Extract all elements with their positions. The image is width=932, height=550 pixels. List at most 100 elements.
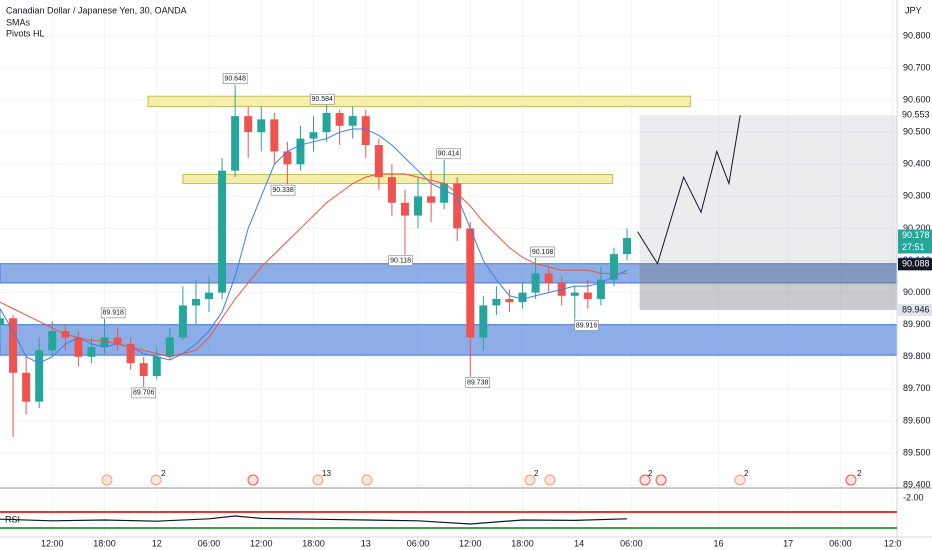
- y-tick-label: 90.700: [903, 62, 931, 72]
- candle-body: [492, 299, 501, 306]
- candle-body: [257, 119, 266, 133]
- candle-body: [0, 318, 4, 325]
- y-tick-label: 89.500: [903, 447, 931, 457]
- candle-body: [87, 347, 96, 357]
- pivot-label: 89.916: [576, 322, 598, 329]
- candle-body: [400, 202, 409, 216]
- candle-body: [335, 112, 344, 126]
- pivot-label: 90.118: [390, 258, 411, 265]
- pivot-label: 89.918: [103, 310, 125, 317]
- event-icon[interactable]: [655, 474, 667, 486]
- pivot-label: 90.414: [438, 151, 460, 158]
- event-icon[interactable]: [639, 474, 651, 486]
- x-tick-label: 18:00: [302, 538, 325, 548]
- y-tick-label: 89.800: [903, 351, 931, 361]
- price-label: 89.946: [902, 304, 930, 314]
- candle-body: [570, 292, 579, 296]
- pivot-box: [574, 320, 599, 331]
- candle-body: [583, 292, 592, 300]
- indicator-label: SMAs: [6, 17, 31, 27]
- candle-body: [427, 196, 436, 203]
- x-tick-label: 06:00: [198, 538, 221, 548]
- rsi-axis-label: -2.00: [903, 492, 924, 502]
- event-icon[interactable]: [845, 474, 857, 486]
- y-tick-label: 90.300: [903, 191, 931, 201]
- x-tick-label: 14: [574, 538, 584, 548]
- event-icon[interactable]: [361, 474, 373, 486]
- candle-body: [531, 273, 540, 293]
- y-tick-label: 89.900: [903, 319, 931, 329]
- x-tick-label: 18:00: [511, 538, 534, 548]
- candle-body: [165, 337, 174, 357]
- y-tick-label: 89.700: [903, 383, 931, 393]
- event-icon[interactable]: [524, 474, 536, 486]
- chart-title: Canadian Dollar / Japanese Yen, 30, OAND…: [6, 5, 187, 15]
- candle-body: [544, 273, 553, 283]
- zone: [182, 174, 614, 185]
- pivot-label: 90.338: [272, 187, 294, 194]
- candle-body: [374, 145, 383, 178]
- projection-path: [637, 115, 741, 265]
- event-icon[interactable]: [734, 474, 746, 486]
- y-tick-label: 90.600: [903, 94, 931, 104]
- candle-body: [205, 292, 214, 300]
- candle-body: [387, 177, 396, 203]
- price-label: 90.088: [902, 259, 930, 269]
- y-tick-label: 90.400: [903, 159, 931, 169]
- y-tick-label: 90.500: [903, 127, 931, 137]
- y-tick-label: 89.600: [903, 415, 931, 425]
- pivot-box: [222, 73, 248, 84]
- candle-body: [623, 238, 632, 255]
- indicator-label: Pivots HL: [6, 28, 45, 38]
- candle-body: [270, 119, 279, 152]
- pivot-box: [270, 184, 296, 196]
- candle-body: [100, 337, 109, 348]
- candle-body: [218, 170, 227, 293]
- y-tick-label: 90.200: [903, 223, 931, 233]
- event-badge: 2: [744, 469, 749, 478]
- event-icon[interactable]: [150, 474, 162, 486]
- event-badge: 2: [534, 469, 539, 478]
- y-tick-label: 90.800: [903, 30, 931, 40]
- plot: [0, 84, 632, 437]
- candle-body: [596, 279, 605, 300]
- candle-body: [361, 116, 370, 146]
- event-icon[interactable]: [247, 474, 259, 486]
- x-tick-label: 12:00: [459, 538, 482, 548]
- price-label-box: [898, 109, 932, 122]
- candle-body: [48, 331, 57, 351]
- pivot-label: 90.108: [532, 249, 554, 256]
- candle-body: [231, 116, 240, 171]
- event-icon[interactable]: [101, 474, 113, 486]
- pivot-label: 90.584: [312, 96, 334, 103]
- event-icon[interactable]: [312, 474, 324, 486]
- target-zone: [639, 115, 897, 264]
- event-icon[interactable]: [544, 474, 556, 486]
- sma-line: [0, 128, 628, 364]
- candle-body: [440, 183, 449, 203]
- countdown: 27:51: [902, 242, 925, 252]
- candle-body: [453, 183, 462, 229]
- event-badge: 2: [161, 469, 166, 478]
- candle-body: [309, 132, 318, 139]
- pivot-box: [530, 246, 555, 258]
- pivot-box: [388, 255, 413, 267]
- pivot-label: 89.738: [467, 379, 489, 386]
- candle-body: [22, 372, 31, 402]
- candle-body: [35, 350, 44, 402]
- pivot-box: [465, 377, 490, 388]
- candle-body: [505, 299, 514, 303]
- x-tick-label: 18:00: [93, 538, 116, 548]
- candle-body: [191, 299, 200, 306]
- x-tick-label: 16: [713, 538, 723, 548]
- candle-body: [348, 116, 357, 126]
- stop-zone: [639, 263, 897, 310]
- event-badge: 2: [648, 469, 653, 478]
- x-tick-label: 17: [783, 538, 793, 548]
- price-label: 90.178: [902, 230, 930, 240]
- rsi-line: [0, 515, 628, 525]
- y-tick-label: 90.000: [903, 287, 931, 297]
- currency-label: JPY: [905, 5, 922, 15]
- candle-body: [283, 151, 292, 165]
- overlay: 90.648 90.584 90.338 90.414 90.118 90.108 89.9…: [100, 73, 741, 399]
